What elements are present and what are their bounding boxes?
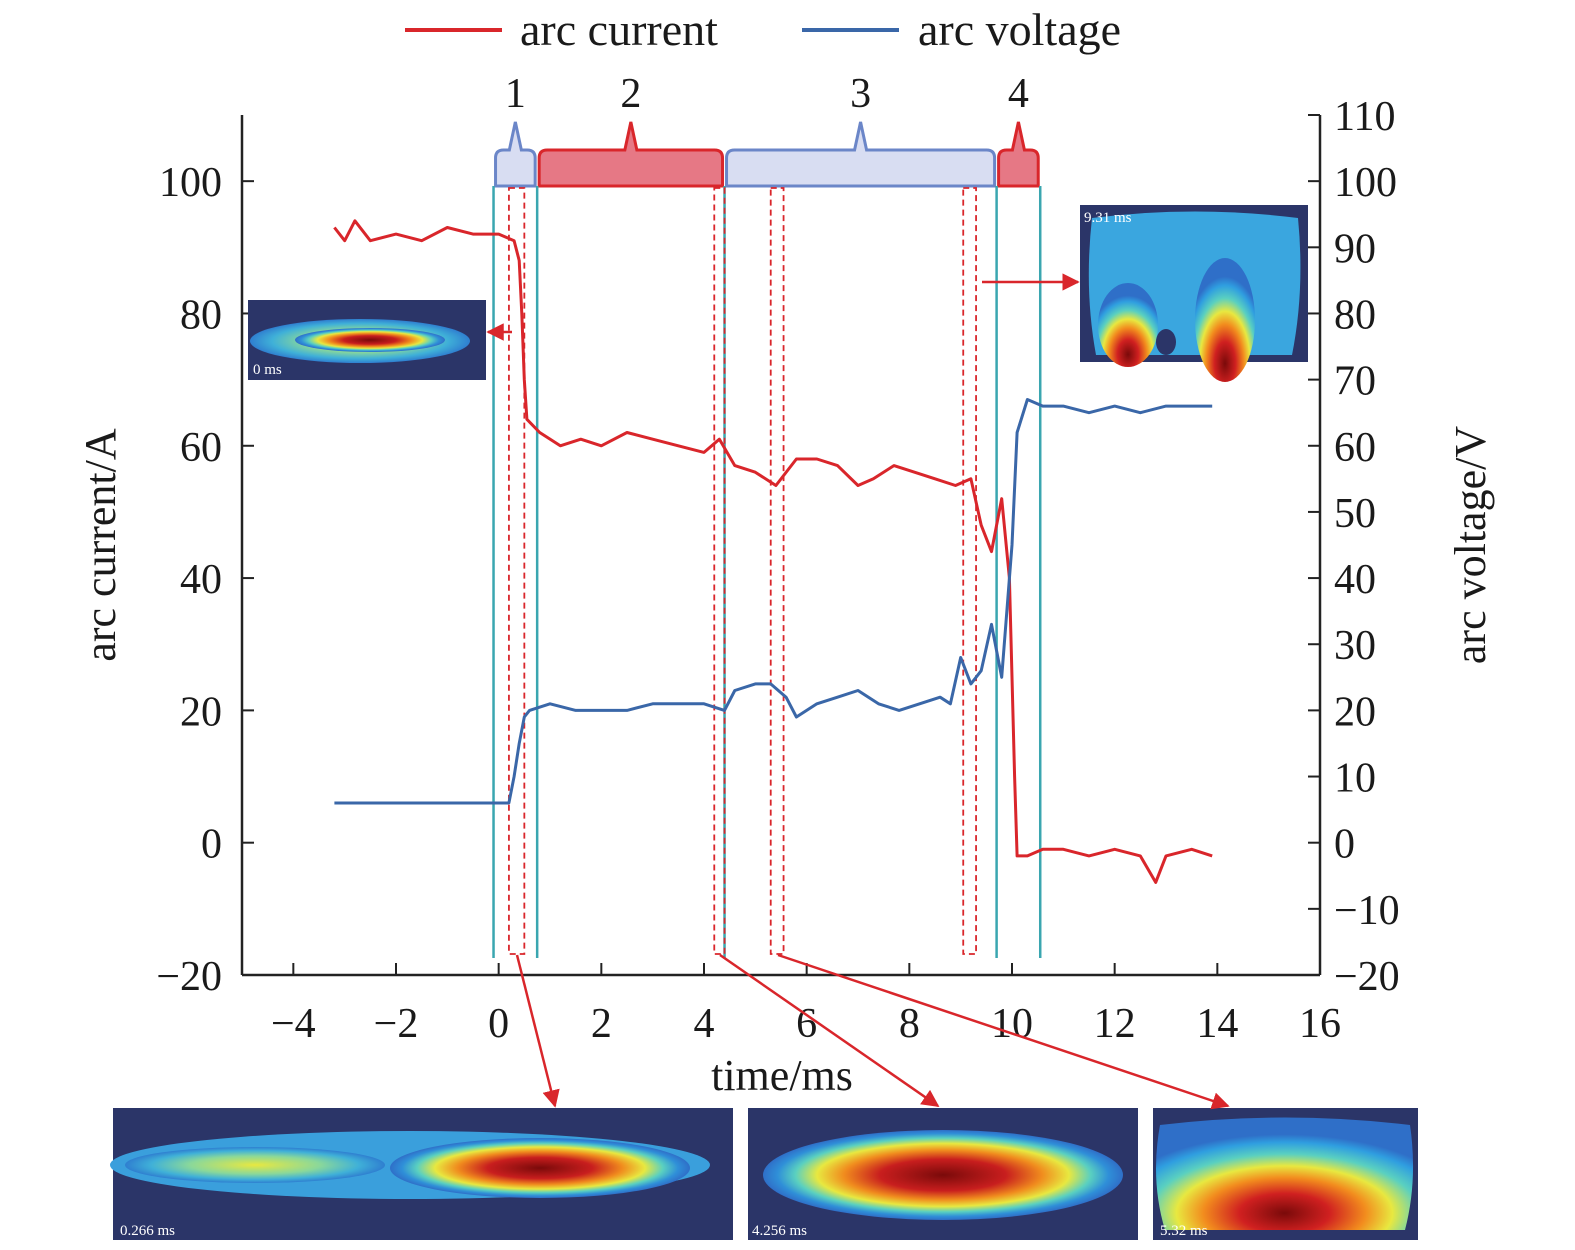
inset-label-5-32ms: 5.32 ms xyxy=(1160,1223,1208,1239)
arrow-to-5-32ms xyxy=(777,953,1230,1110)
legend-label-arc-current: arc current xyxy=(520,4,718,55)
sample-window xyxy=(713,187,726,955)
x-tick-label: −4 xyxy=(271,1001,316,1047)
inset-4-256ms: 4.256 ms xyxy=(748,1108,1138,1240)
data-series xyxy=(333,219,1213,884)
y-right-tick-label: 20 xyxy=(1334,689,1376,735)
y-left-tick-label: 60 xyxy=(180,425,222,471)
inset-label-0-266ms: 0.266 ms xyxy=(120,1223,175,1239)
inset-0ms: 0 ms xyxy=(248,300,486,380)
inset-label-4-256ms: 4.256 ms xyxy=(752,1223,807,1239)
y-left-tick-label: 40 xyxy=(180,557,222,603)
y-right-tick-label: 10 xyxy=(1334,756,1376,802)
arrow-to-0-266ms xyxy=(515,954,560,1108)
x-tick-label: 12 xyxy=(1094,1001,1136,1047)
phase-band-1 xyxy=(494,121,537,188)
y-left-tick-label: 100 xyxy=(159,160,222,206)
y-right-tick-label: −10 xyxy=(1334,888,1400,934)
phase-band-3 xyxy=(725,121,997,188)
y-left-tick-label: 80 xyxy=(180,292,222,338)
y-left-tick-label: −20 xyxy=(156,954,222,1000)
inset-arrows xyxy=(486,273,1230,1110)
x-tick-label: 2 xyxy=(591,1001,612,1047)
phase-bands: 1 2 3 4 xyxy=(494,71,1040,188)
inset-9-31ms: 9.31 ms xyxy=(1080,205,1308,382)
phase-label-4: 4 xyxy=(1008,71,1029,117)
phase-guides xyxy=(492,186,1042,958)
x-tick-label: 0 xyxy=(488,1001,509,1047)
axes: −4 −2 0 2 4 6 8 10 12 14 16−20020406080100−20−1001… xyxy=(156,94,1399,1047)
y-left-tick-label: 20 xyxy=(180,689,222,735)
x-tick-label: 14 xyxy=(1196,1001,1238,1047)
sample-window xyxy=(769,187,785,955)
x-tick-label: 4 xyxy=(694,1001,715,1047)
x-tick-label: 16 xyxy=(1299,1001,1341,1047)
inset-label-9-31ms: 9.31 ms xyxy=(1084,210,1132,226)
phase-label-3: 3 xyxy=(850,71,871,117)
phase-label-2: 2 xyxy=(620,71,641,117)
y-right-tick-label: 40 xyxy=(1334,557,1376,603)
phase-band-2 xyxy=(537,121,725,188)
y-right-tick-label: 90 xyxy=(1334,226,1376,272)
x-tick-label: −2 xyxy=(374,1001,419,1047)
inset-5-32ms: 5.32 ms xyxy=(1153,1108,1418,1240)
legend-label-arc-voltage: arc voltage xyxy=(918,4,1121,55)
y-right-tick-label: 0 xyxy=(1334,822,1355,868)
inset-0-266ms: 0.266 ms xyxy=(110,1108,733,1240)
arrow-to-4-256ms xyxy=(719,953,940,1108)
y-axis-left-title: arc current/A xyxy=(76,428,125,662)
x-tick-label: 6 xyxy=(796,1001,817,1047)
series-line-arc-current xyxy=(333,219,1213,884)
inset-label-0ms: 0 ms xyxy=(253,362,282,378)
phase-band-4 xyxy=(997,121,1040,188)
x-tick-label: 10 xyxy=(991,1001,1033,1047)
y-right-tick-label: 80 xyxy=(1334,292,1376,338)
y-right-tick-label: 110 xyxy=(1334,94,1395,140)
y-right-tick-label: 60 xyxy=(1334,425,1376,471)
y-left-tick-label: 0 xyxy=(201,822,222,868)
x-axis-title: time/ms xyxy=(711,1051,853,1100)
x-tick-label: 8 xyxy=(899,1001,920,1047)
sample-window xyxy=(962,187,977,955)
y-right-tick-label: 30 xyxy=(1334,623,1376,669)
series-line-arc-voltage xyxy=(334,398,1213,805)
y-right-tick-label: 70 xyxy=(1334,359,1376,405)
y-right-tick-label: −20 xyxy=(1334,954,1400,1000)
y-right-tick-label: 100 xyxy=(1334,160,1397,206)
y-axis-right-title: arc voltage/V xyxy=(1446,426,1495,664)
legend: arc current arc voltage xyxy=(405,4,1121,55)
phase-label-1: 1 xyxy=(505,71,526,117)
y-right-tick-label: 50 xyxy=(1334,491,1376,537)
